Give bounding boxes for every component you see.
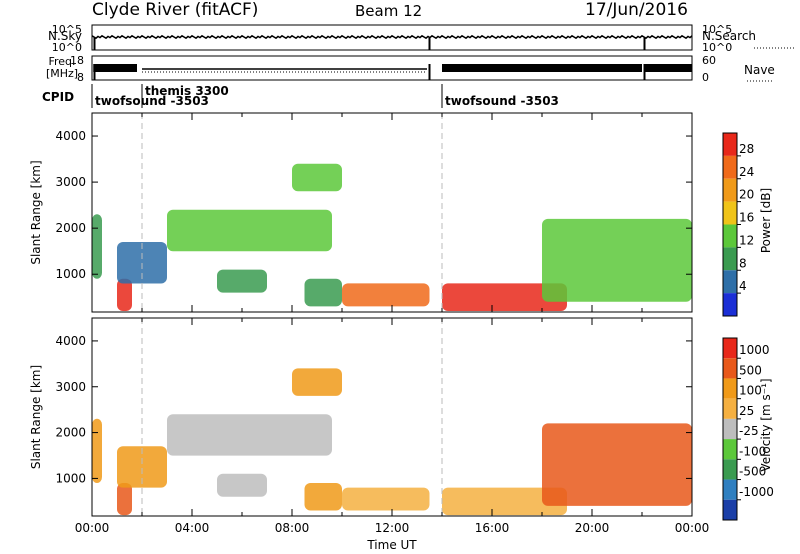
- power-colorbar-segment: [723, 293, 737, 316]
- power-colorbar-segment: [723, 201, 737, 225]
- velocity-colorbar-segment: [723, 418, 737, 440]
- power-colorbar-tick-label: 4: [739, 279, 747, 293]
- nave-label: Nave: [744, 63, 775, 77]
- power-echo-region: [304, 278, 342, 307]
- nsearch-label: N.Search: [702, 29, 756, 43]
- velocity-echo-region: [292, 368, 342, 396]
- freq-tick: 18: [70, 54, 84, 67]
- freq-block: [93, 64, 137, 72]
- velocity-echo-region: [304, 483, 342, 511]
- velocity-ytick-label: 1000: [55, 471, 86, 485]
- velocity-colorbar-segment: [723, 378, 737, 399]
- power-ytick-label: 4000: [55, 129, 86, 143]
- cpid-label: CPID: [42, 90, 74, 104]
- velocity-xtick-label: 00:00: [675, 521, 710, 535]
- velocity-xtick-label: 04:00: [175, 521, 210, 535]
- velocity-colorbar-segment: [723, 479, 737, 500]
- velocity-echo-region: [342, 487, 430, 511]
- velocity-echo-region: [217, 473, 267, 497]
- nave-tick: 60: [702, 54, 716, 67]
- velocity-colorbar-frame: [722, 337, 738, 521]
- freq-block: [442, 64, 642, 72]
- velocity-ylabel: Slant Range [km]: [29, 365, 43, 469]
- freq-label: Freq.: [48, 55, 75, 68]
- date-label: 17/Jun/2016: [585, 0, 688, 20]
- power-colorbar-tick-label: 12: [739, 233, 754, 247]
- velocity-xtick-label: 00:00: [75, 521, 110, 535]
- power-colorbar-segment: [723, 178, 737, 202]
- power-echo-region: [542, 218, 692, 302]
- velocity-colorbar-segment: [723, 398, 737, 419]
- velocity-colorbar-label: Velocity [m s⁻¹]: [759, 378, 773, 471]
- nsky-tick: 10^5: [52, 23, 82, 36]
- velocity-colorbar-segment: [723, 459, 737, 480]
- nsky-tick: 10^0: [52, 41, 82, 54]
- power-colorbar-tick-label: 8: [739, 256, 747, 270]
- velocity-echo-region: [92, 418, 102, 483]
- velocity-colorbar-tick-label: -500: [739, 465, 766, 479]
- freq-tick: 8: [77, 71, 84, 84]
- power-ylabel: Slant Range [km]: [29, 160, 43, 264]
- power-echo-region: [342, 283, 430, 307]
- power-ytick-label: 2000: [55, 221, 86, 235]
- power-echo-region: [92, 214, 102, 279]
- power-colorbar-label: Power [dB]: [759, 188, 773, 253]
- velocity-colorbar-segment: [723, 358, 737, 379]
- power-colorbar-segment: [723, 224, 737, 248]
- velocity-ytick-label: 4000: [55, 334, 86, 348]
- power-colorbar-segment: [723, 155, 737, 179]
- power-echo-region: [117, 278, 132, 311]
- velocity-xlabel: Time UT: [366, 538, 417, 552]
- nsearch-tick: 10^0: [702, 41, 732, 54]
- velocity-colorbar-tick-label: 25: [739, 404, 754, 418]
- power-colorbar-tick-label: 20: [739, 188, 754, 202]
- power-colorbar-tick-label: 28: [739, 142, 754, 156]
- power-echo-region: [217, 269, 267, 293]
- velocity-xtick-label: 12:00: [375, 521, 410, 535]
- beam-label: Beam 12: [355, 2, 423, 20]
- power-echo-region: [117, 242, 167, 284]
- power-colorbar-segment: [723, 247, 737, 271]
- velocity-colorbar-tick-label: -1000: [739, 485, 774, 499]
- cpid-entry: twofsound -3503: [445, 94, 559, 108]
- velocity-colorbar-segment: [723, 338, 737, 359]
- power-colorbar-tick-label: 24: [739, 165, 754, 179]
- nave-tick: 0: [702, 71, 709, 84]
- cpid-entry: twofsound -3503: [95, 94, 209, 108]
- power-echo-region: [292, 163, 342, 192]
- power-colorbar-tick-label: 16: [739, 211, 754, 225]
- chart-title: Clyde River (fitACF): [92, 0, 259, 20]
- freq-unit-label: [MHz]: [46, 67, 78, 80]
- power-colorbar-segment: [723, 270, 737, 294]
- power-ytick-label: 1000: [55, 267, 86, 281]
- velocity-colorbar-tick-label: 500: [739, 363, 762, 377]
- velocity-ytick-label: 2000: [55, 426, 86, 440]
- velocity-colorbar-tick-label: -25: [739, 424, 759, 438]
- nsky-label: N.Sky: [48, 29, 82, 43]
- power-echo-region: [167, 209, 332, 252]
- power-colorbar-segment: [723, 133, 737, 156]
- velocity-ytick-label: 3000: [55, 380, 86, 394]
- power-ytick-label: 3000: [55, 175, 86, 189]
- velocity-echo-region: [167, 414, 332, 456]
- velocity-echo-region: [117, 483, 132, 516]
- nsky-trace: [91, 34, 693, 40]
- velocity-colorbar-segment: [723, 499, 737, 520]
- velocity-colorbar-tick-label: 1000: [739, 343, 770, 357]
- freq-block: [644, 64, 692, 72]
- nsky-panel-frame: [91, 24, 693, 51]
- velocity-colorbar-segment: [723, 439, 737, 460]
- velocity-xtick-label: 08:00: [275, 521, 310, 535]
- cpid-entry: themis 3300: [145, 84, 229, 98]
- power-echo-region: [442, 283, 567, 311]
- velocity-colorbar-tick-label: -100: [739, 444, 766, 458]
- velocity-xtick-label: 20:00: [575, 521, 610, 535]
- velocity-colorbar-tick-label: 100: [739, 384, 762, 398]
- velocity-echo-region: [542, 423, 692, 506]
- velocity-echo-region: [442, 487, 567, 516]
- nsearch-tick: 10^5: [702, 23, 732, 36]
- velocity-xtick-label: 16:00: [475, 521, 510, 535]
- velocity-echo-region: [117, 446, 167, 488]
